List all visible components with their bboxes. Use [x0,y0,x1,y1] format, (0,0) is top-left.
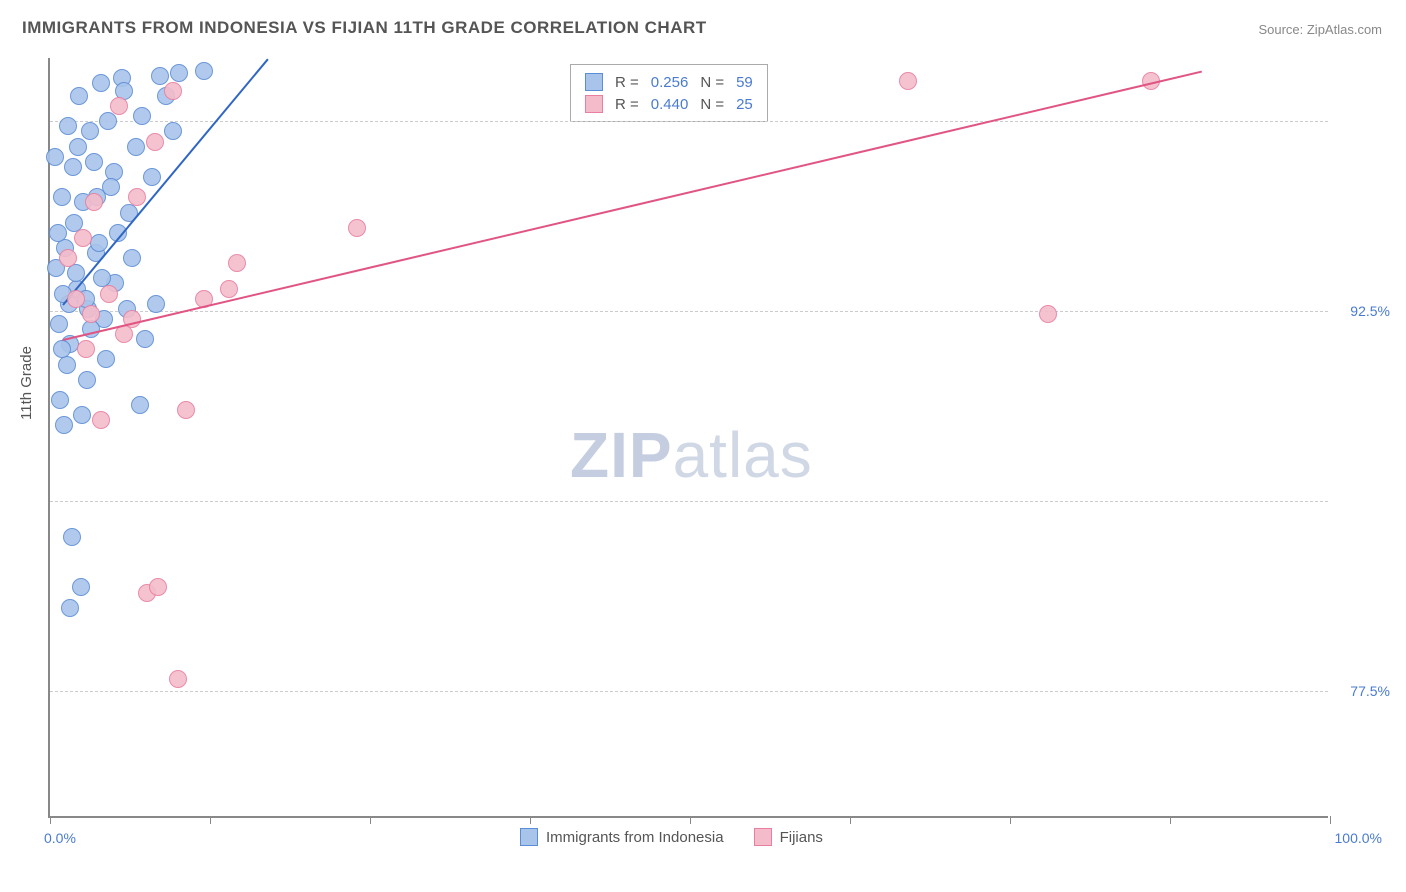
x-tick [1010,816,1011,824]
scatter-point [90,234,108,252]
x-tick [370,816,371,824]
scatter-point [149,578,167,596]
scatter-point [92,411,110,429]
scatter-point [151,67,169,85]
x-tick [850,816,851,824]
scatter-point [143,168,161,186]
scatter-point [92,74,110,92]
legend-label-2: Fijians [780,829,823,846]
scatter-point [61,599,79,617]
scatter-point [169,670,187,688]
scatter-point [164,82,182,100]
scatter-point [228,254,246,272]
x-tick [690,816,691,824]
legend-item-1: Immigrants from Indonesia [520,828,724,846]
bottom-legend: Immigrants from Indonesia Fijians [520,828,823,846]
scatter-point [177,401,195,419]
x-tick [530,816,531,824]
stat-r-label-1: R = [615,74,639,91]
scatter-point [50,315,68,333]
scatter-point [195,62,213,80]
watermark-zip: ZIP [570,419,673,491]
swatch-series2 [585,95,603,113]
legend-swatch-1 [520,828,538,846]
x-axis-min-label: 0.0% [44,830,76,846]
source-label: Source: ZipAtlas.com [1258,22,1382,37]
x-tick [1330,816,1331,824]
scatter-point [85,193,103,211]
scatter-point [46,148,64,166]
stat-n-val-1: 59 [736,74,753,91]
scatter-point [59,249,77,267]
watermark-atlas: atlas [673,419,813,491]
scatter-point [82,305,100,323]
y-tick-label: 92.5% [1350,303,1390,319]
x-tick [50,816,51,824]
watermark: ZIPatlas [570,418,813,492]
chart-container: IMMIGRANTS FROM INDONESIA VS FIJIAN 11TH… [0,0,1406,892]
scatter-point [72,578,90,596]
stats-row-1: R = 0.256 N = 59 [585,71,753,93]
scatter-point [1039,305,1057,323]
stat-n-label-1: N = [700,74,724,91]
scatter-point [127,138,145,156]
scatter-point [97,350,115,368]
scatter-point [147,295,165,313]
scatter-point [220,280,238,298]
scatter-point [164,122,182,140]
scatter-point [128,188,146,206]
scatter-point [85,153,103,171]
scatter-point [59,117,77,135]
stat-r-val-1: 0.256 [651,74,689,91]
scatter-point [146,133,164,151]
scatter-point [70,87,88,105]
gridline [50,311,1328,312]
scatter-point [170,64,188,82]
scatter-point [136,330,154,348]
scatter-point [81,122,99,140]
x-axis-max-label: 100.0% [1335,830,1382,846]
scatter-point [100,285,118,303]
legend-swatch-2 [754,828,772,846]
scatter-point [63,528,81,546]
scatter-point [123,249,141,267]
scatter-point [49,224,67,242]
stat-n-val-2: 25 [736,96,753,113]
stats-box: R = 0.256 N = 59 R = 0.440 N = 25 [570,64,768,122]
scatter-point [51,391,69,409]
scatter-point [53,188,71,206]
scatter-point [78,371,96,389]
scatter-point [131,396,149,414]
scatter-point [74,229,92,247]
gridline [50,121,1328,122]
scatter-point [348,219,366,237]
legend-label-1: Immigrants from Indonesia [546,829,724,846]
y-axis-title: 11th Grade [18,346,35,420]
scatter-point [53,340,71,358]
stat-r-val-2: 0.440 [651,96,689,113]
scatter-point [64,158,82,176]
scatter-point [110,97,128,115]
scatter-point [67,290,85,308]
gridline [50,501,1328,502]
x-tick [1170,816,1171,824]
x-tick [210,816,211,824]
scatter-point [899,72,917,90]
scatter-point [73,406,91,424]
chart-title: IMMIGRANTS FROM INDONESIA VS FIJIAN 11TH… [22,18,707,38]
swatch-series1 [585,73,603,91]
scatter-point [99,112,117,130]
plot-area: ZIPatlas R = 0.256 N = 59 R = 0.440 N = … [48,58,1328,818]
scatter-point [133,107,151,125]
legend-item-2: Fijians [754,828,823,846]
gridline [50,691,1328,692]
scatter-point [77,340,95,358]
y-tick-label: 77.5% [1350,683,1390,699]
stat-r-label-2: R = [615,96,639,113]
scatter-point [55,416,73,434]
scatter-point [69,138,87,156]
stats-row-2: R = 0.440 N = 25 [585,93,753,115]
stat-n-label-2: N = [700,96,724,113]
